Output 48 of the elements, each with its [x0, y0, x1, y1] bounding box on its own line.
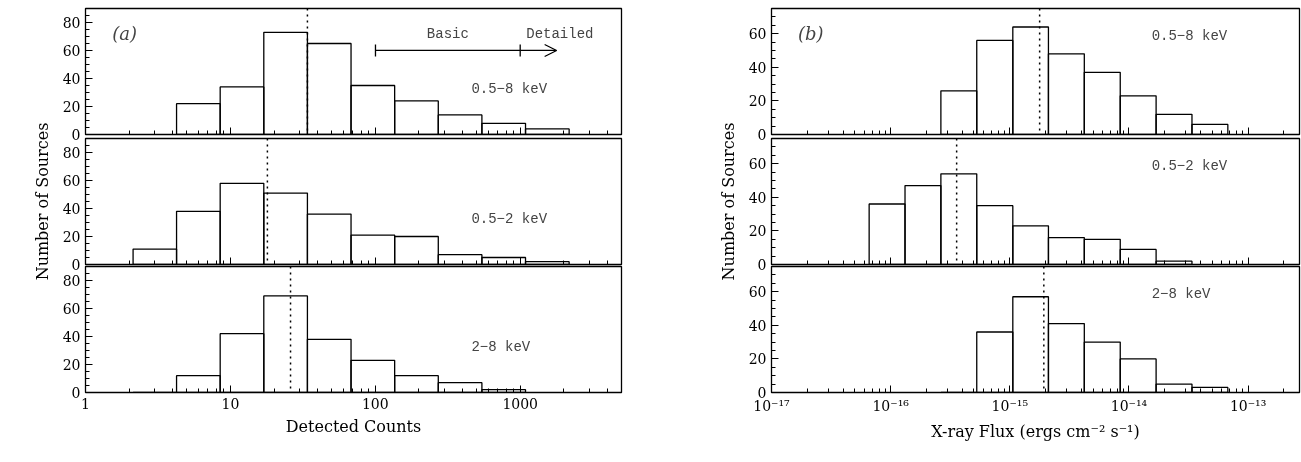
y-tick-label: 40 — [62, 201, 81, 217]
y-tick-label: 0 — [71, 385, 81, 401]
x-tick-label: 100 — [361, 395, 389, 412]
y-tick-label: 60 — [748, 156, 767, 173]
annotation: Basic — [426, 26, 469, 43]
y-axis-title: Number of Sources — [32, 122, 52, 281]
x-tick-label: 1 — [81, 395, 90, 412]
y-tick-label: 60 — [62, 173, 81, 189]
y-tick-label: 40 — [748, 189, 767, 206]
annotation: Detailed — [526, 26, 594, 43]
y-tick-label: 40 — [748, 317, 767, 334]
annotation: 0.5−2 keV — [1151, 158, 1228, 175]
x-tick-label: 10 — [221, 395, 240, 412]
annotation: 0.5−2 keV — [471, 211, 548, 228]
annotation: 2−8 keV — [1151, 286, 1212, 303]
x-axis-title: Detected Counts — [285, 416, 422, 436]
x-tick-label: 1000 — [502, 395, 539, 412]
x-tick-label: 10⁻¹⁶ — [872, 397, 910, 414]
y-tick-label: 0 — [71, 257, 81, 273]
y-tick-label: 20 — [62, 229, 81, 245]
x-tick-label: 10⁻¹⁵ — [991, 397, 1029, 414]
annotation: 0.5−8 keV — [471, 81, 548, 98]
x-tick-label: 10⁻¹³ — [1229, 397, 1267, 414]
y-tick-label: 20 — [748, 351, 767, 368]
y-tick-label: 20 — [62, 99, 81, 115]
y-tick-label: 20 — [748, 93, 767, 110]
y-tick-label: 80 — [62, 273, 81, 289]
y-tick-label: 0 — [757, 127, 767, 143]
y-tick-label: 80 — [62, 145, 81, 161]
y-tick-label: 20 — [62, 357, 81, 373]
y-tick-label: 60 — [748, 26, 767, 43]
y-tick-label: 40 — [62, 329, 81, 345]
x-axis-title: X-ray Flux (ergs cm⁻² s⁻¹) — [931, 421, 1140, 441]
annotation: 2−8 keV — [471, 339, 531, 356]
annotation: 0.5−8 keV — [1151, 28, 1228, 45]
y-tick-label: 60 — [62, 43, 81, 59]
y-tick-label: 0 — [757, 257, 767, 273]
y-axis-title: Number of Sources — [718, 122, 738, 281]
y-tick-label: 20 — [748, 223, 767, 240]
y-tick-label: 60 — [62, 301, 81, 317]
x-tick-label: 10⁻¹⁴ — [1110, 397, 1148, 414]
y-tick-label: 40 — [62, 71, 81, 87]
text: (a) — [112, 23, 138, 45]
y-tick-label: 80 — [62, 15, 81, 31]
y-tick-label: 0 — [71, 127, 81, 143]
y-tick-label: 60 — [748, 284, 767, 301]
text: (b) — [797, 23, 824, 45]
y-tick-label: 40 — [748, 59, 767, 76]
